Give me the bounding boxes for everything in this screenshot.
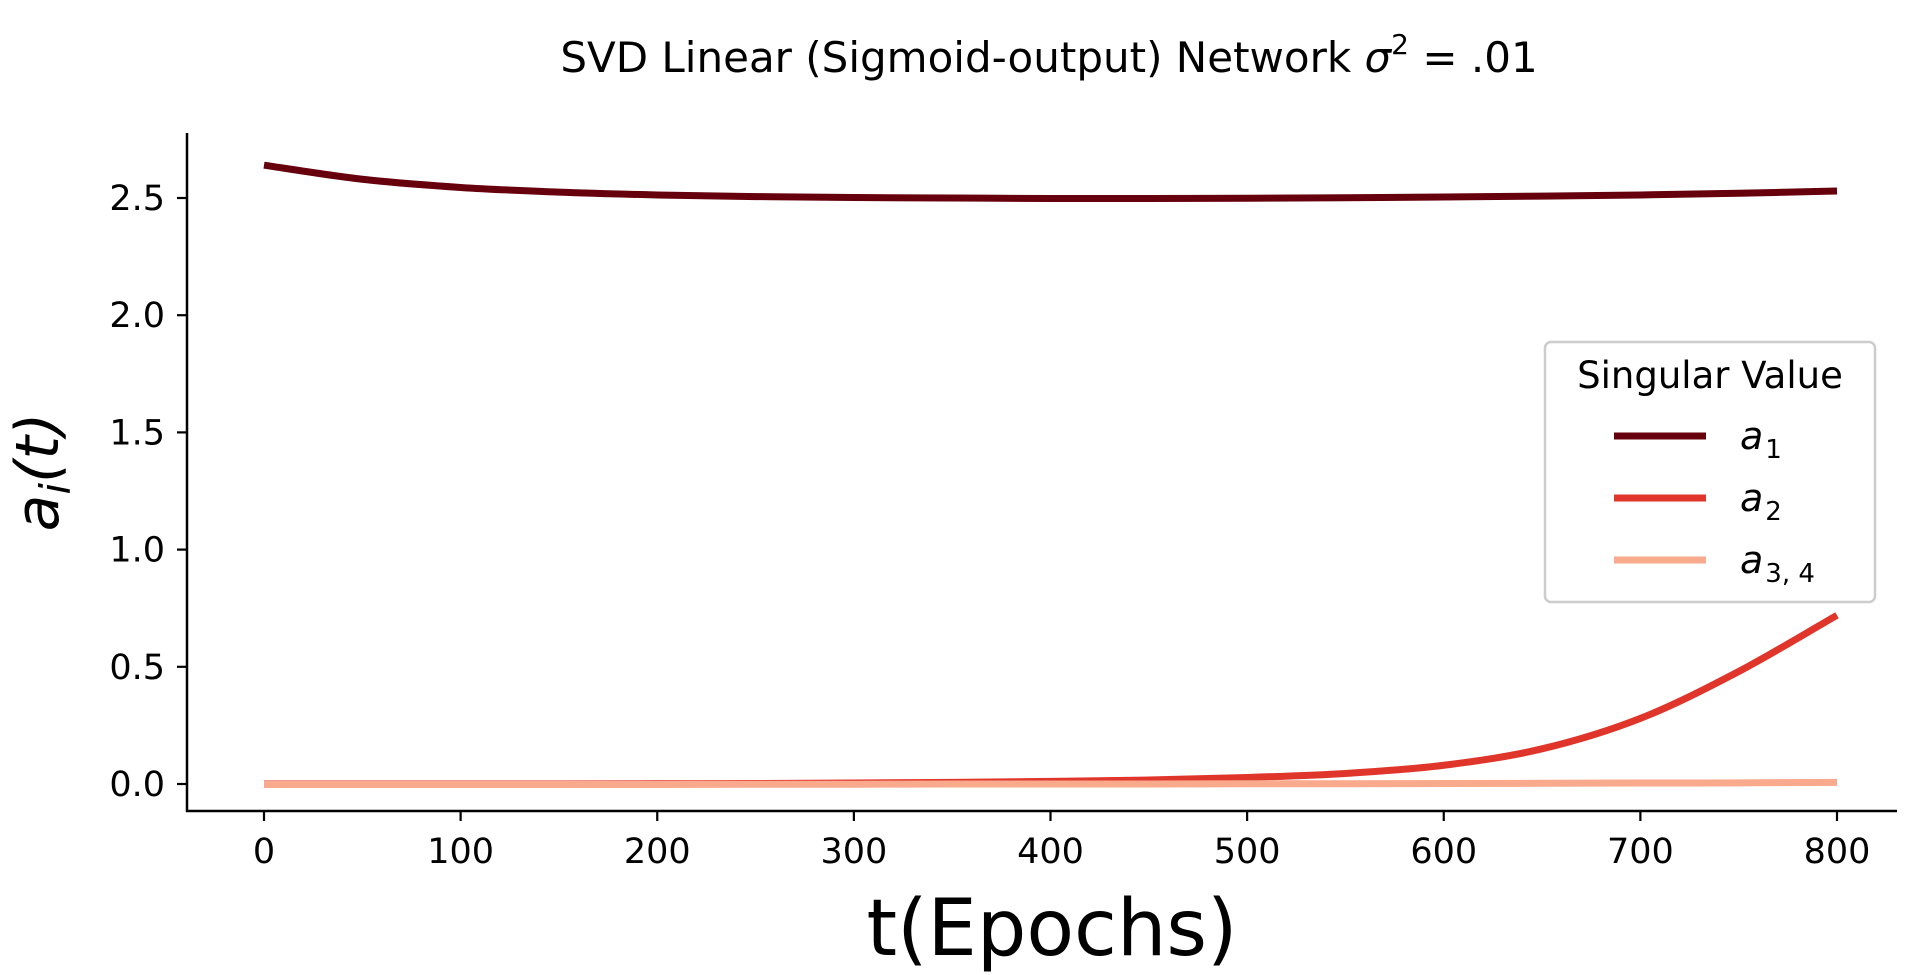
x-tick-label: 500 bbox=[1214, 832, 1281, 872]
y-tick-label: 0.5 bbox=[109, 648, 165, 688]
x-tick-label: 800 bbox=[1804, 832, 1871, 872]
y-tick-label: 2.0 bbox=[109, 296, 165, 336]
legend-label: a2 bbox=[1740, 476, 1782, 527]
y-tick-label: 1.5 bbox=[109, 413, 165, 453]
x-axis-label: t(Epochs) bbox=[867, 884, 1238, 974]
series-line-a34 bbox=[264, 778, 1838, 788]
x-tick-label: 100 bbox=[427, 832, 494, 872]
legend-title: Singular Value bbox=[1577, 354, 1843, 397]
x-tick-label: 300 bbox=[820, 832, 887, 872]
legend-label: a3, 4 bbox=[1740, 538, 1815, 589]
legend-entries: a1 a2 a3, 4 bbox=[1614, 414, 1815, 589]
series-group bbox=[263, 161, 1839, 788]
chart-title: SVD Linear (Sigmoid-output) Network σ2 =… bbox=[560, 28, 1537, 82]
series-line-a2 bbox=[264, 612, 1839, 788]
x-tick-label: 0 bbox=[253, 832, 275, 872]
x-tick-label: 400 bbox=[1017, 832, 1084, 872]
legend-label: a1 bbox=[1740, 414, 1782, 465]
y-tick-label: 2.5 bbox=[109, 179, 165, 219]
y-tick-label: 0.0 bbox=[109, 765, 165, 805]
x-tick-label: 600 bbox=[1410, 832, 1477, 872]
x-ticks: 0 100 200 300 400 500 600 700 800 bbox=[253, 811, 1871, 872]
x-tick-label: 200 bbox=[624, 832, 691, 872]
legend-frame bbox=[1543, 340, 1877, 604]
x-tick-label: 700 bbox=[1607, 832, 1674, 872]
legend: Singular Value a1 a2 a3, 4 bbox=[1543, 340, 1877, 604]
y-tick-label: 1.0 bbox=[109, 531, 165, 571]
series-line-a1 bbox=[263, 161, 1838, 203]
y-ticks: 0.0 0.5 1.0 1.5 2.0 2.5 bbox=[109, 179, 187, 805]
y-axis-label: ai(t) bbox=[3, 413, 80, 532]
